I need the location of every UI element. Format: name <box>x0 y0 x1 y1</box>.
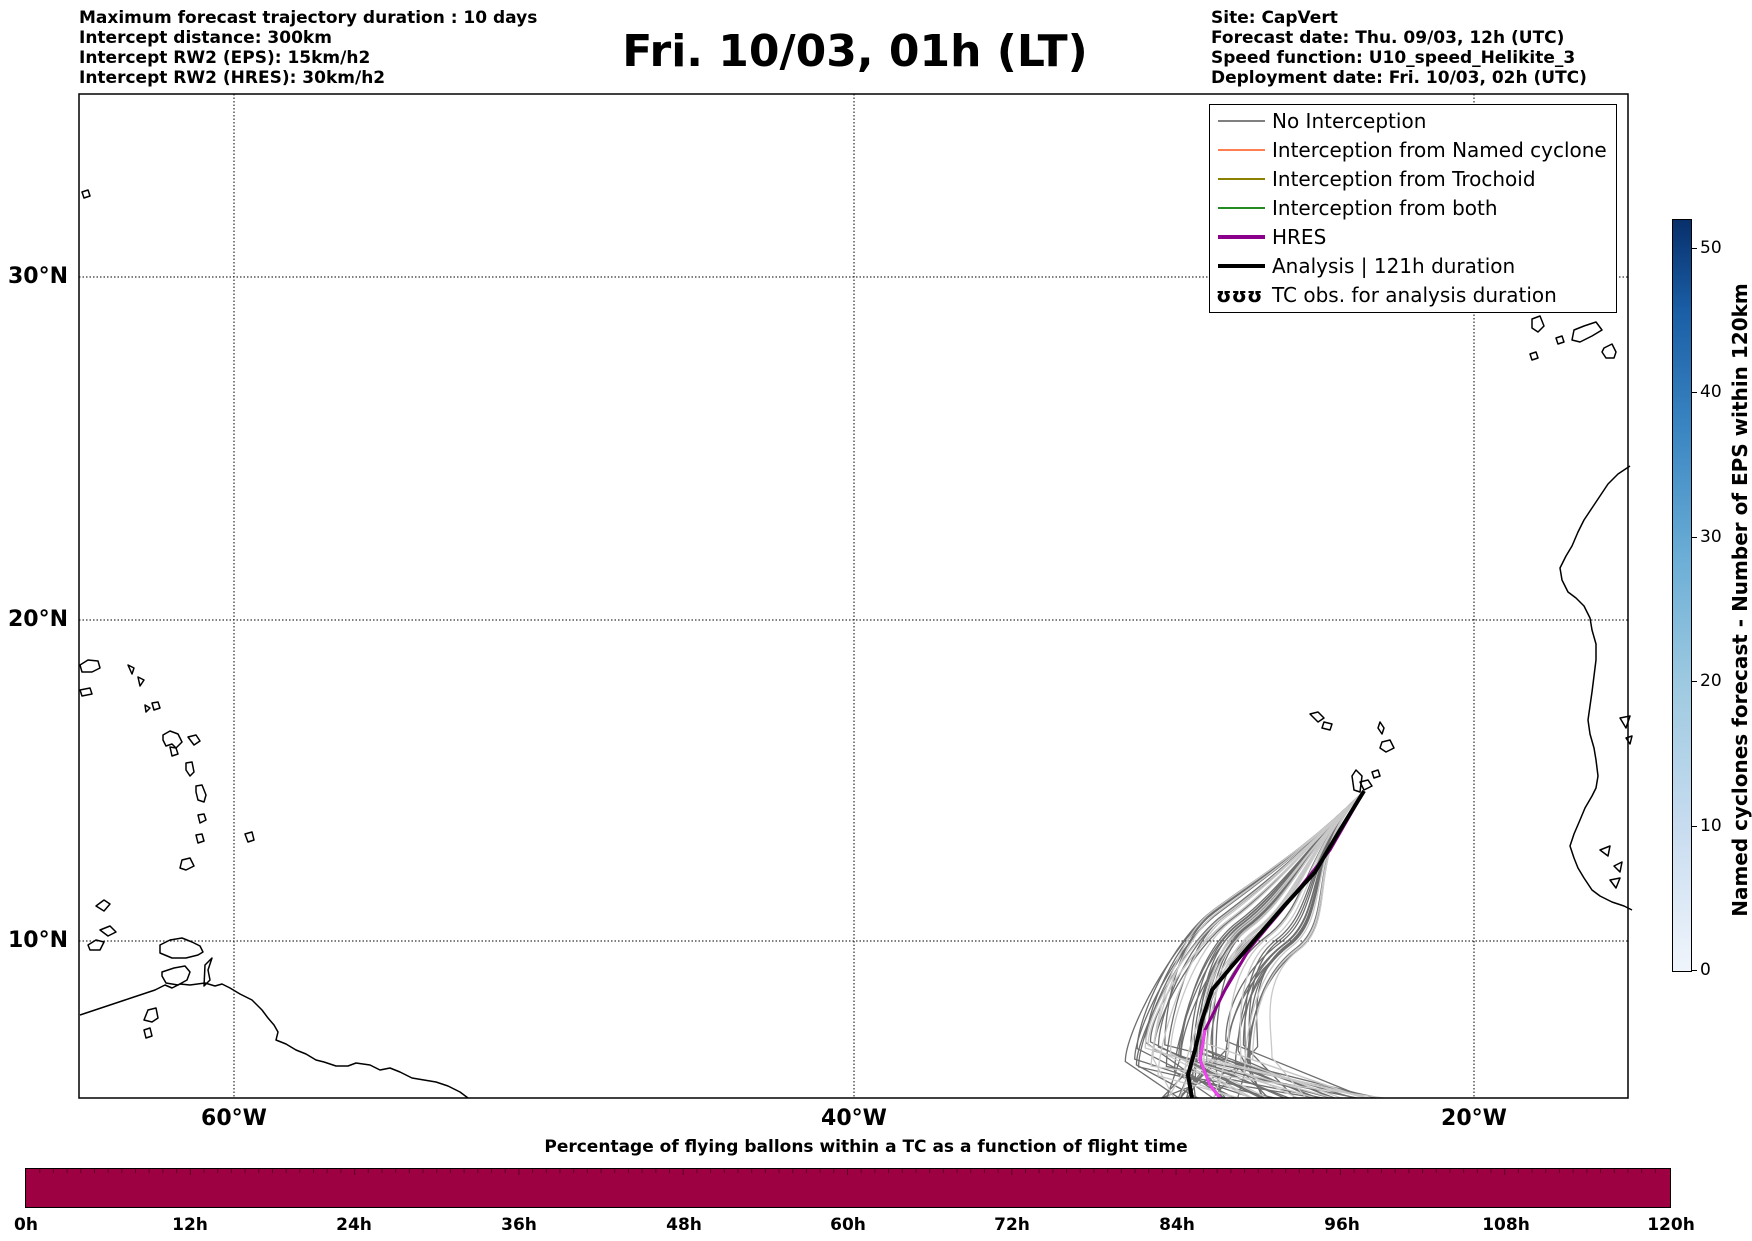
colorbar-tick-label: 10 <box>1700 816 1722 836</box>
map-frame <box>78 93 1629 1099</box>
legend-item-tc-obs: ʊʊʊ TC obs. for analysis duration <box>1210 282 1616 311</box>
colorbar-tick-label: 24h <box>336 1215 372 1235</box>
forecast-date-text: Forecast date: Thu. 09/03, 12h (UTC) <box>1211 28 1565 48</box>
eps-trajectories <box>1124 789 1384 1099</box>
west-africa-coast <box>1559 465 1633 911</box>
colorbar-tick-label: 0 <box>1700 960 1711 980</box>
south-america-coast <box>79 982 469 1099</box>
lon-label-40w: 40°W <box>821 1106 887 1131</box>
legend-label: HRES <box>1272 225 1327 249</box>
eps-trajectory-line <box>1239 790 1365 1099</box>
colorbar-tick-label: 36h <box>501 1215 537 1235</box>
legend-item-trochoid: Interception from Trochoid <box>1210 166 1616 195</box>
legend-item-both: Interception from both <box>1210 195 1616 224</box>
intercept-distance-text: Intercept distance: 300km <box>79 28 332 48</box>
lat-label-30n: 30°N <box>8 264 69 289</box>
eps-trajectory-line <box>1237 790 1365 1099</box>
colorbar-tick-label: 48h <box>666 1215 702 1235</box>
eps-trajectory-line <box>1225 790 1367 1099</box>
deployment-date-text: Deployment date: Fri. 10/03, 02h (UTC) <box>1211 68 1587 88</box>
trinidad-island-detail <box>203 957 213 987</box>
legend-item-analysis: Analysis | 121h duration <box>1210 253 1616 282</box>
colorbar-tick-label: 40 <box>1700 382 1722 402</box>
legend-label: Interception from Named cyclone <box>1272 138 1607 162</box>
colorbar-tick-label: 50 <box>1700 238 1722 258</box>
paria-peninsula <box>159 937 204 959</box>
colorbar-segments <box>39 1169 1656 1175</box>
colorbar-tc-title: Percentage of flying ballons within a TC… <box>544 1137 1188 1157</box>
trinidad-island <box>161 965 191 986</box>
colorbar-tick-label: 120h <box>1647 1215 1695 1235</box>
legend-label: Interception from both <box>1272 196 1498 220</box>
colorbar-tick-label: 84h <box>1159 1215 1195 1235</box>
lon-label-60w: 60°W <box>201 1106 267 1131</box>
eps-trajectory-line <box>1157 790 1365 1099</box>
lon-label-20w: 20°W <box>1441 1106 1507 1131</box>
eps-trajectory-line <box>1147 790 1365 1099</box>
colorbar-tick-label: 72h <box>994 1215 1030 1235</box>
analysis-trajectory-line <box>1185 789 1366 1099</box>
eps-trajectory-line <box>1166 790 1365 1099</box>
colorbar-tick-label: 96h <box>1324 1215 1360 1235</box>
colorbar-tick-label: 108h <box>1482 1215 1530 1235</box>
tobago-island <box>95 899 111 912</box>
lat-label-20n: 20°N <box>8 607 69 632</box>
colorbar-eps-label: Named cyclones forecast - Number of EPS … <box>1728 283 1752 917</box>
tc-symbol-icon: ʊʊʊ <box>1216 283 1263 307</box>
speed-function-text: Speed function: U10_speed_Helikite_3 <box>1211 48 1576 68</box>
lat-label-10n: 10°N <box>8 928 69 953</box>
eps-trajectory-line <box>1152 790 1365 1099</box>
colorbar-tick-label: 30 <box>1700 527 1722 547</box>
legend-label: No Interception <box>1272 109 1427 133</box>
map-legend: No Interception Interception from Named … <box>1209 104 1617 313</box>
colorbar-tick-label: 0h <box>14 1215 38 1235</box>
colorbar-eps-count <box>1672 219 1692 972</box>
legend-item-no-interception: No Interception <box>1210 108 1616 137</box>
legend-item-named-cyclone: Interception from Named cyclone <box>1210 137 1616 166</box>
legend-label: TC obs. for analysis duration <box>1272 283 1557 307</box>
legend-label: Analysis | 121h duration <box>1272 254 1516 278</box>
eps-trajectory-line <box>1212 790 1365 1099</box>
forecast-parameters: Maximum forecast trajectory duration : 1… <box>79 8 537 88</box>
canary-islands <box>1531 315 1545 333</box>
max-duration-text: Maximum forecast trajectory duration : 1… <box>79 8 538 28</box>
intercept-hres-text: Intercept RW2 (HRES): 30km/h2 <box>79 68 386 88</box>
site-text: Site: CapVert <box>1211 8 1338 28</box>
page-title: Fri. 10/03, 01h (LT) <box>622 26 1088 77</box>
cape-verde-islands <box>1309 711 1325 723</box>
colorbar-tc-percentage <box>25 1168 1671 1208</box>
hres-trajectory-tail <box>1198 1029 1222 1099</box>
colorbar-tick-label: 60h <box>830 1215 866 1235</box>
coastlines <box>79 189 1633 1099</box>
eps-trajectory-line <box>1252 790 1365 1099</box>
graticule <box>79 94 1628 1098</box>
legend-item-hres: HRES <box>1210 224 1616 253</box>
site-info: Site: CapVert Forecast date: Thu. 09/03,… <box>1211 8 1587 88</box>
legend-label: Interception from Trochoid <box>1272 167 1536 191</box>
eps-trajectory-line <box>1150 790 1384 1099</box>
colorbar-tick-label: 12h <box>172 1215 208 1235</box>
colorbar-tick-label: 20 <box>1700 671 1722 691</box>
intercept-eps-text: Intercept RW2 (EPS): 15km/h2 <box>79 48 371 68</box>
